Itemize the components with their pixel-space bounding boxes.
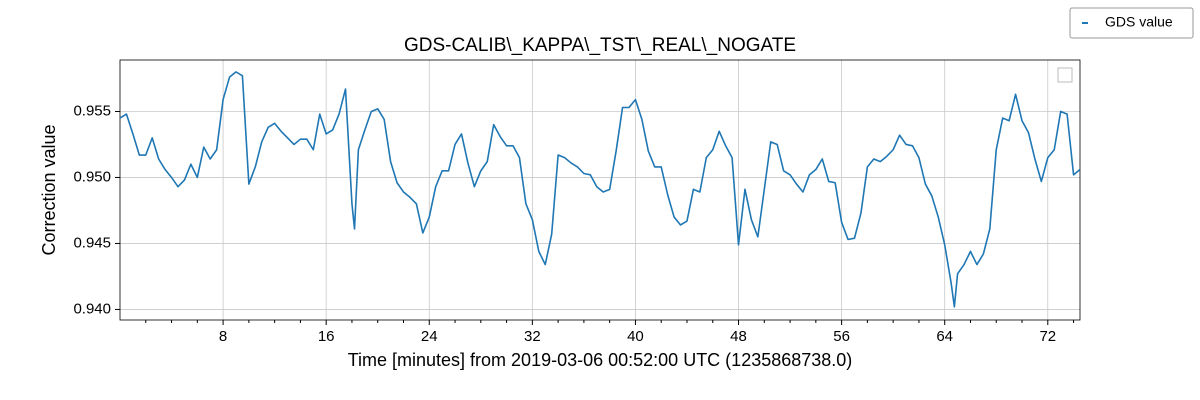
x-tick-label: 56 xyxy=(833,328,850,345)
y-tick-label: 0.950 xyxy=(73,168,111,185)
x-tick-label: 48 xyxy=(730,328,747,345)
x-tick-label: 72 xyxy=(1039,328,1056,345)
x-axis-label: Time [minutes] from 2019-03-06 00:52:00 … xyxy=(348,350,853,370)
x-tick-label: 24 xyxy=(421,328,438,345)
x-tick-label: 8 xyxy=(219,328,227,345)
chart-title: GDS-CALIB\_KAPPA\_TST\_REAL\_NOGATE xyxy=(404,35,796,56)
y-tick-label: 0.945 xyxy=(73,234,111,251)
legend-label: GDS value xyxy=(1105,14,1173,30)
x-tick-label: 16 xyxy=(318,328,335,345)
y-tick-label: 0.955 xyxy=(73,102,111,119)
x-tick-label: 40 xyxy=(627,328,644,345)
plot-frame xyxy=(119,59,1081,321)
empty-legend-box xyxy=(1057,67,1073,83)
y-axis-label: Correction value xyxy=(39,124,59,255)
x-tick-label: 64 xyxy=(936,328,953,345)
x-tick-label: 32 xyxy=(524,328,541,345)
y-tick-label: 0.940 xyxy=(73,300,111,317)
legend-box xyxy=(1069,7,1194,39)
data-line xyxy=(119,71,1081,308)
